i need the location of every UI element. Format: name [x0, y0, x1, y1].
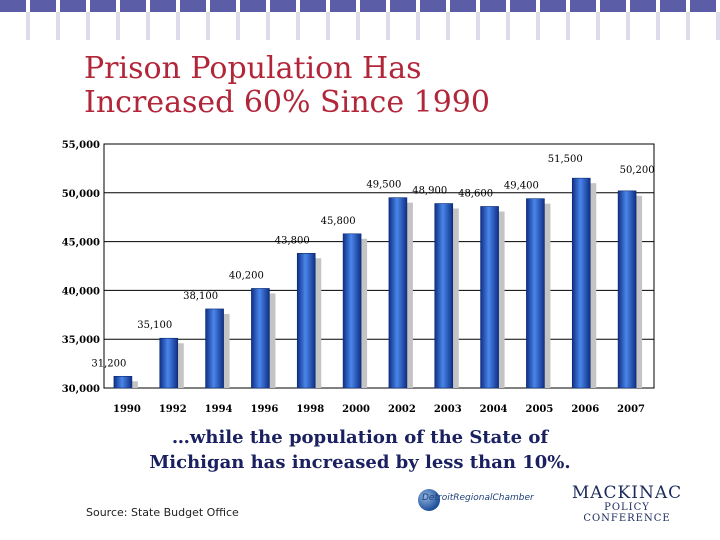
- data-label: 35,100: [137, 320, 172, 331]
- mackinac-logo-title: MACKINAC: [571, 483, 683, 503]
- x-tick-label: 1994: [205, 404, 233, 415]
- subtitle-line-2: Michigan has increased by less than 10%.: [149, 452, 571, 473]
- bar-1996: [251, 288, 270, 389]
- y-tick-label: 45,000: [62, 238, 100, 249]
- top-band: [0, 12, 720, 40]
- bar-1998: [296, 253, 316, 389]
- y-tick-label: 35,000: [62, 335, 100, 346]
- bar-2006: [571, 177, 591, 389]
- mackinac-logo: MACKINAC POLICY CONFERENCE: [568, 484, 686, 524]
- data-label: 51,500: [548, 154, 583, 165]
- data-label: 49,500: [366, 180, 401, 191]
- title-line-2: Increased 60% Since 1990: [84, 85, 490, 120]
- x-tick-label: 1998: [296, 404, 324, 415]
- subtitle-line-1: …while the population of the State of: [171, 427, 549, 448]
- x-tick-label: 1990: [113, 404, 141, 415]
- bar-2002: [388, 197, 408, 389]
- data-label: 38,100: [183, 291, 218, 302]
- y-tick-label: 40,000: [62, 286, 100, 297]
- data-label: 45,800: [321, 216, 356, 227]
- y-tick-label: 55,000: [62, 140, 100, 151]
- chamber-logo-text: DetroitRegionalChamber: [422, 493, 534, 503]
- y-tick-label: 30,000: [62, 384, 100, 395]
- x-tick-label: 2007: [617, 404, 645, 415]
- bar-2005: [526, 198, 545, 389]
- data-label: 50,200: [620, 165, 655, 176]
- top-stripe: [0, 0, 720, 12]
- data-label: 43,800: [275, 235, 310, 246]
- mackinac-logo-sub2: CONFERENCE: [583, 513, 671, 524]
- x-tick-label: 2002: [388, 404, 416, 415]
- bar-1992: [159, 337, 179, 389]
- bar-2003: [434, 203, 454, 389]
- detroit-chamber-logo: DetroitRegionalChamber: [418, 488, 548, 514]
- data-label: 48,900: [412, 186, 447, 197]
- bar-1994: [205, 308, 224, 389]
- data-label: 31,200: [91, 358, 126, 369]
- x-tick-label: 1996: [250, 404, 278, 415]
- slide-subtitle: …while the population of the State of Mi…: [120, 425, 600, 475]
- x-tick-label: 1992: [159, 404, 187, 415]
- bar-2007: [617, 190, 637, 389]
- x-tick-label: 2004: [480, 404, 508, 415]
- data-label: 49,400: [504, 181, 539, 192]
- y-tick-label: 50,000: [62, 189, 100, 200]
- bar-1990: [113, 375, 133, 389]
- x-tick-label: 2005: [525, 404, 553, 415]
- x-tick-label: 2006: [571, 404, 599, 415]
- title-line-1: Prison Population Has: [84, 51, 422, 86]
- bar-chart: 30,000 35,000 40,000 45,000 50,000 55,000 31,2…: [62, 140, 655, 415]
- data-label: 40,200: [229, 270, 264, 281]
- x-tick-label: 2000: [342, 404, 370, 415]
- bar-2004: [480, 206, 499, 389]
- mackinac-logo-sub1: POLICY: [604, 502, 650, 513]
- source-note: Source: State Budget Office: [86, 506, 239, 519]
- data-label: 48,600: [458, 188, 493, 199]
- globe-icon: [418, 489, 440, 511]
- x-tick-label: 2003: [434, 404, 462, 415]
- bar-2000: [342, 233, 362, 389]
- slide-title: Prison Population Has Increased 60% Sinc…: [84, 52, 644, 120]
